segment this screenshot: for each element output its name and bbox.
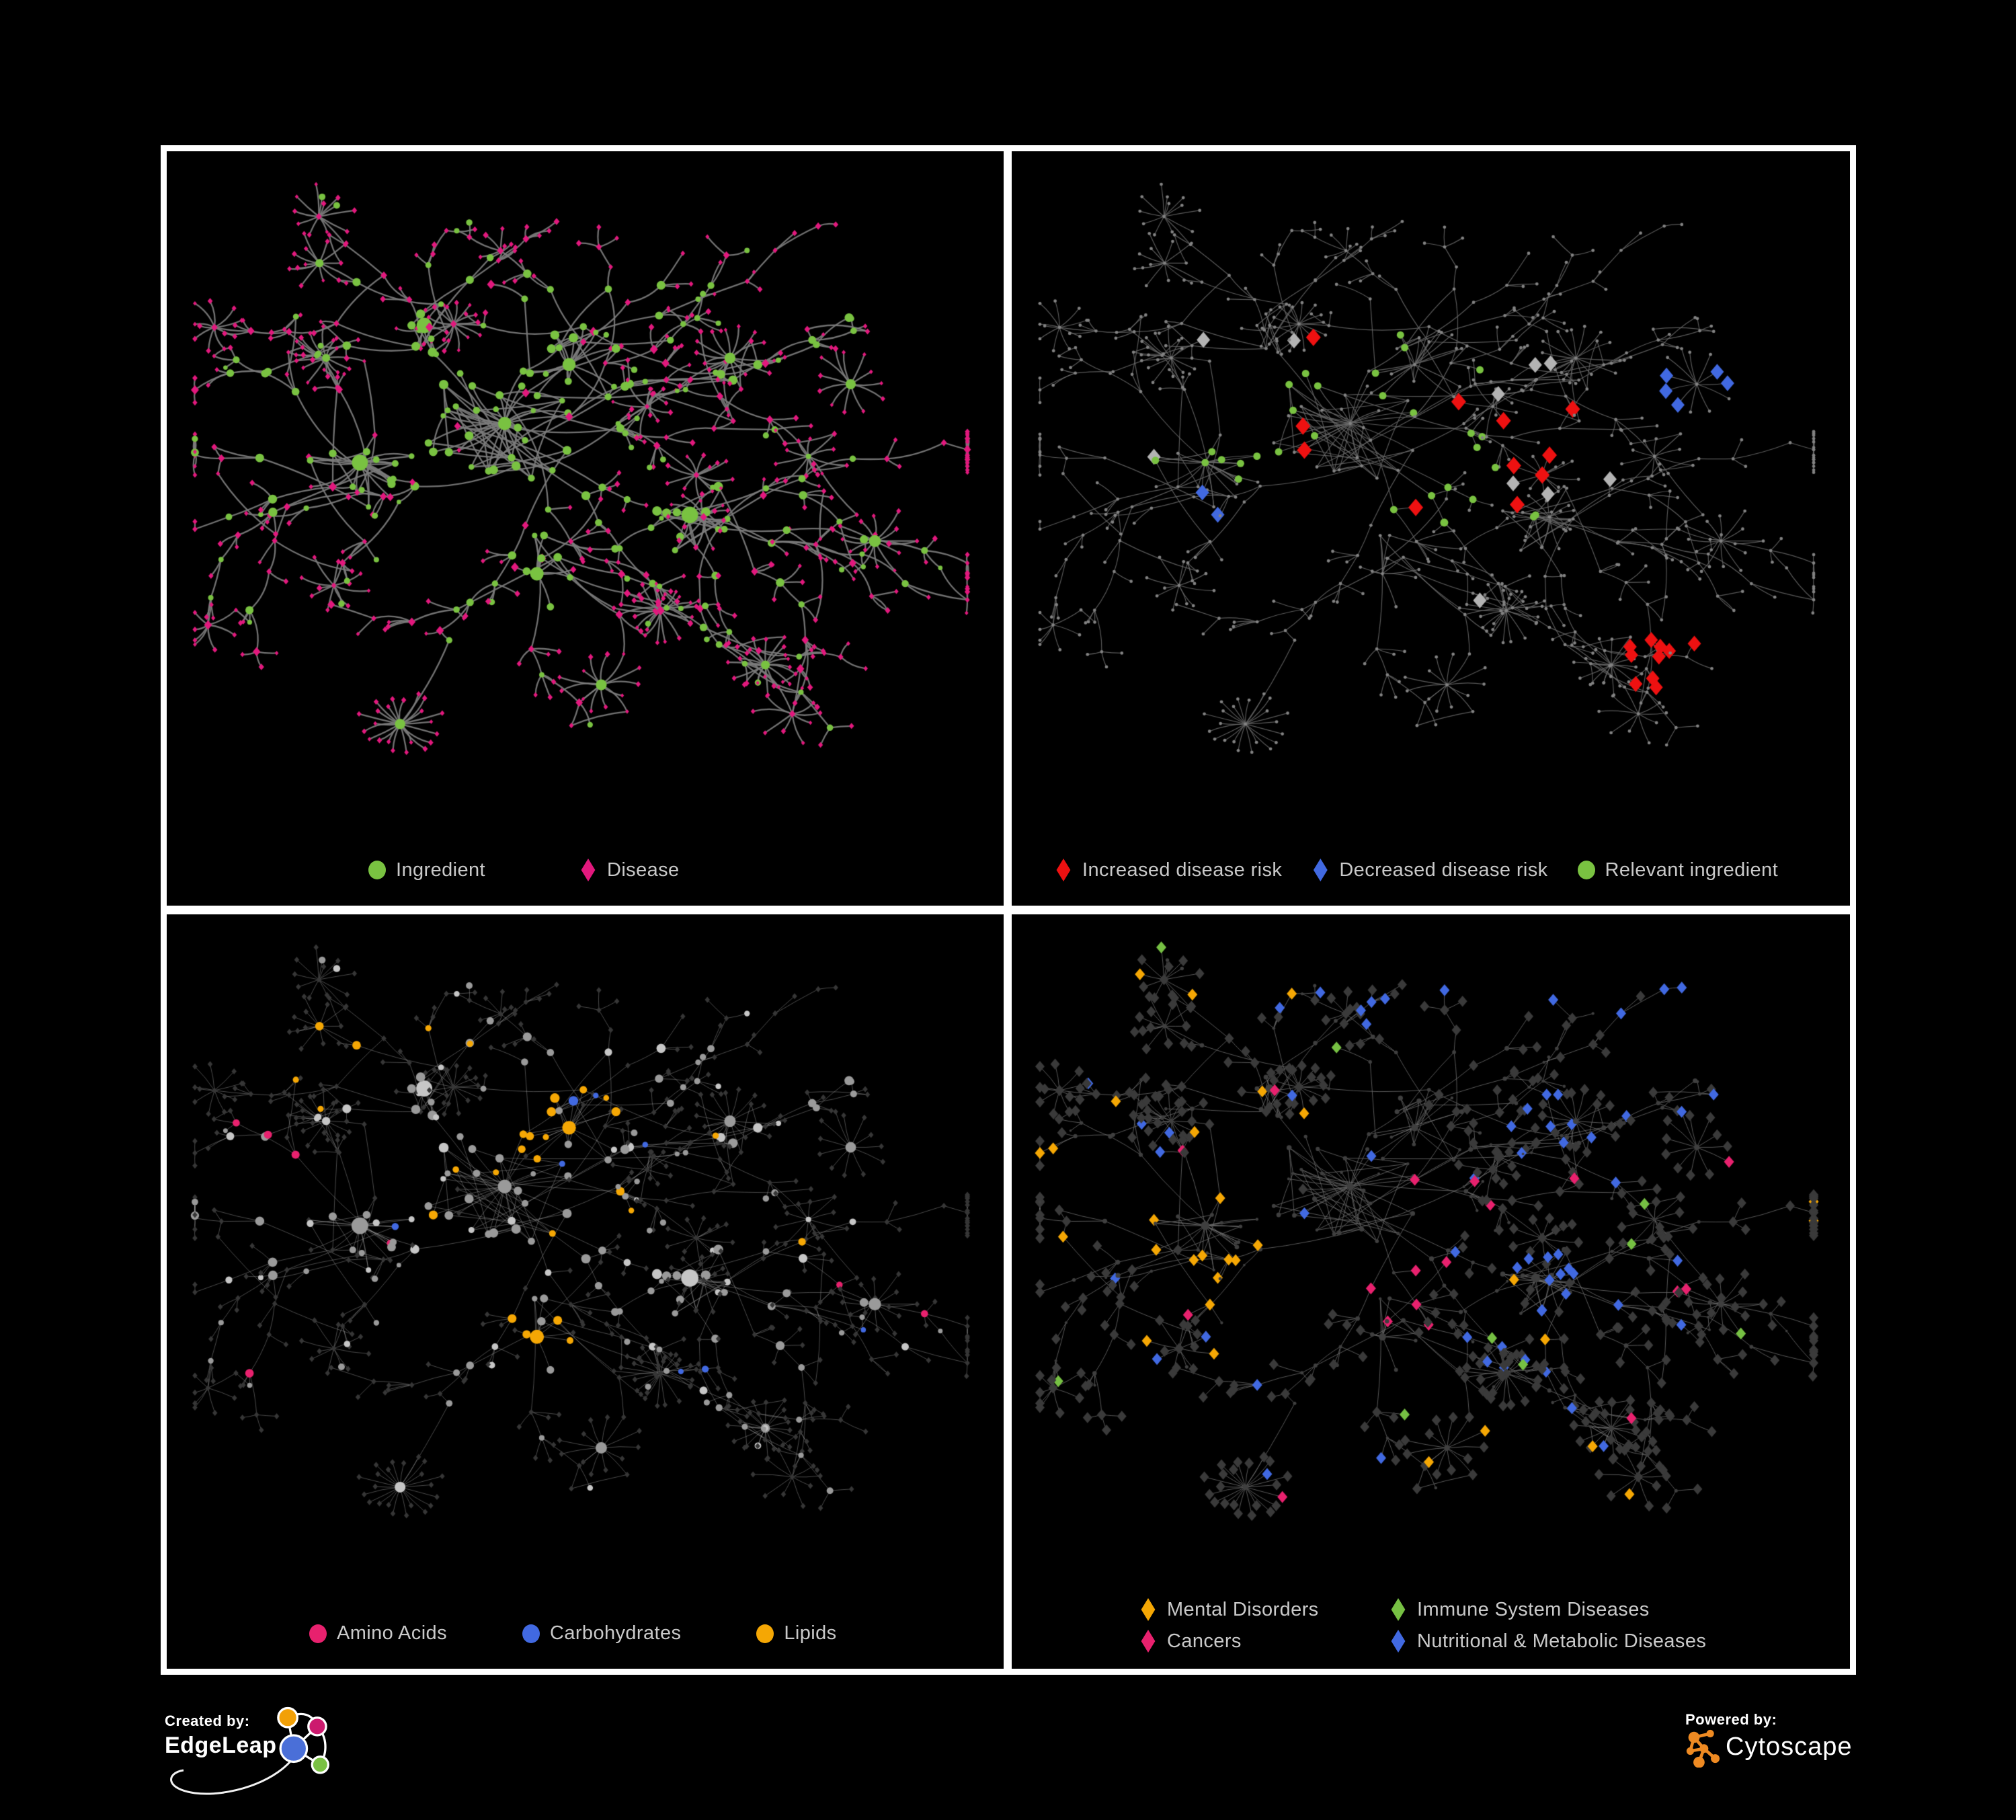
legend-item-amino-acids: Amino Acids: [309, 1622, 447, 1645]
legend-item-mental-disorders: Mental Disorders: [1139, 1598, 1389, 1621]
created-by-label: Created by:: [165, 1712, 250, 1729]
legend-item-lipids: Lipids: [756, 1622, 836, 1645]
legend-item-carbohydrates: Carbohydrates: [522, 1622, 681, 1645]
edgeleap-node-pink: [307, 1716, 327, 1737]
legend-label: Ingredient: [396, 859, 485, 881]
edgeleap-swoosh-curve: [170, 1751, 299, 1795]
legend-label: Mental Disorders: [1167, 1598, 1319, 1620]
carbohydrates-circle-icon: [522, 1624, 540, 1643]
edgeleap-logo-text[interactable]: EdgeLeap: [165, 1733, 277, 1758]
legend-label: Amino Acids: [337, 1622, 447, 1644]
legend-disease-classes: Mental Disorders Immune System Diseases …: [1139, 1598, 1706, 1653]
decreased-risk-diamond-icon: [1313, 859, 1328, 881]
legend-item-increased-risk: Increased disease risk: [1055, 859, 1282, 881]
legend-label: Disease: [607, 859, 680, 881]
cytoscape-logo-text[interactable]: Cytoscape: [1726, 1732, 1853, 1761]
legend-label: Cancers: [1167, 1630, 1242, 1652]
legend-item-decreased-risk: Decreased disease risk: [1312, 859, 1547, 881]
mental-disorders-diamond-icon: [1141, 1598, 1156, 1621]
edgeleap-node-blue: [279, 1734, 309, 1764]
relevant-ingredient-circle-icon: [1577, 861, 1595, 879]
legend-label: Relevant ingredient: [1605, 859, 1779, 881]
legend-item-immune-system-diseases: Immune System Diseases: [1389, 1598, 1706, 1621]
legend-item-nutritional-metabolic-diseases: Nutritional & Metabolic Diseases: [1389, 1630, 1706, 1653]
network-graph-disease-risk: [1012, 151, 1850, 906]
cancers-diamond-icon: [1141, 1630, 1156, 1653]
amino-acids-circle-icon: [309, 1624, 327, 1643]
legend-item-disease: Disease: [579, 859, 680, 881]
edgeleap-credit: Created by: EdgeLeap: [165, 1706, 447, 1813]
legend-disease-risk: Increased disease risk Decreased disease…: [1055, 859, 1778, 881]
network-graph-disease-classes: [1012, 914, 1850, 1669]
panel-disease-risk: Increased disease risk Decreased disease…: [1006, 145, 1856, 912]
edgeleap-logo-glyph: [277, 1706, 329, 1774]
legend-label: Nutritional & Metabolic Diseases: [1417, 1630, 1707, 1652]
edgeleap-node-orange: [277, 1706, 298, 1729]
panel-disease-classes: Mental Disorders Immune System Diseases …: [1006, 908, 1856, 1675]
legend-item-ingredient: Ingredient: [368, 859, 485, 881]
network-graph-ingredient-disease: [167, 151, 1004, 906]
legend-label: Immune System Diseases: [1417, 1598, 1650, 1620]
cytoscape-credit: Powered by: Cytoscape: [1685, 1711, 1927, 1785]
cytoscape-logo-icon: [1686, 1729, 1720, 1768]
legend-label: Decreased disease risk: [1339, 859, 1548, 881]
increased-risk-diamond-icon: [1056, 859, 1071, 881]
disease-diamond-icon: [581, 859, 596, 881]
legend-label: Lipids: [784, 1622, 837, 1644]
panel-nutrient-classes: Amino Acids Carbohydrates Lipids: [161, 908, 1010, 1675]
lipids-circle-icon: [756, 1624, 774, 1643]
legend-nutrient-classes: Amino Acids Carbohydrates Lipids: [309, 1622, 837, 1645]
legend-label: Increased disease risk: [1082, 859, 1283, 881]
legend-item-relevant-ingredient: Relevant ingredient: [1577, 859, 1779, 881]
legend-item-cancers: Cancers: [1139, 1630, 1389, 1653]
edgeleap-node-green: [311, 1755, 329, 1774]
nutritional-metabolic-diseases-diamond-icon: [1391, 1630, 1406, 1653]
panel-ingredient-disease: Ingredient Disease: [161, 145, 1010, 912]
immune-system-diseases-diamond-icon: [1391, 1598, 1406, 1621]
network-graph-nutrient-classes: [167, 914, 1004, 1669]
powered-by-label: Powered by:: [1685, 1711, 1777, 1728]
legend-label: Carbohydrates: [549, 1622, 682, 1644]
legend-ingredient-disease: Ingredient Disease: [368, 859, 680, 881]
ingredient-circle-icon: [368, 861, 386, 879]
